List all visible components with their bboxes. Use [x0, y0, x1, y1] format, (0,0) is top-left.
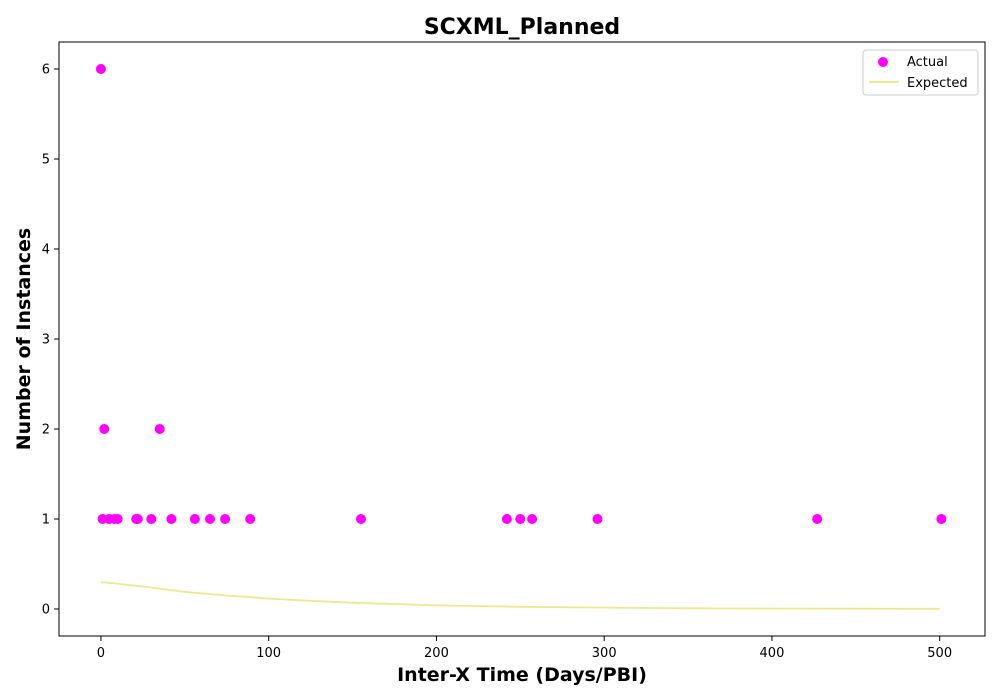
- actual-data-point: [205, 514, 215, 524]
- legend-actual-marker: [878, 57, 888, 67]
- expected-series-line: [100, 581, 940, 610]
- x-tick-label: 300: [592, 646, 617, 661]
- actual-data-point: [189, 514, 200, 524]
- actual-data-point: [146, 514, 157, 524]
- legend-actual-label: Actual: [907, 55, 948, 70]
- y-tick-label: 6: [42, 63, 50, 78]
- y-tick-label: 0: [42, 603, 50, 618]
- y-axis-label: Number of Instances: [13, 228, 35, 450]
- actual-data-point: [132, 514, 143, 524]
- actual-data-point: [592, 514, 603, 524]
- legend: Actual Expected: [862, 49, 979, 96]
- plot-area: 0 100 200 300 400 500 0 1 2 3 4 5 6: [42, 41, 986, 661]
- y-tick-label: 3: [42, 333, 50, 348]
- actual-data-point: [154, 424, 165, 434]
- x-tick-label: 0: [97, 646, 105, 661]
- actual-data-point: [515, 514, 526, 524]
- actual-data-point: [812, 514, 823, 524]
- y-tick-label: 5: [42, 153, 50, 168]
- actual-data-point: [936, 514, 947, 524]
- actual-data-point: [501, 514, 512, 524]
- y-tick-label: 4: [42, 243, 50, 258]
- x-tick-label: 200: [424, 646, 449, 661]
- legend-expected-label: Expected: [907, 76, 968, 91]
- chart-title: SCXML_Planned: [424, 15, 620, 40]
- actual-data-point: [95, 64, 106, 74]
- y-tick-label: 1: [42, 513, 50, 528]
- actual-data-point: [527, 514, 538, 524]
- actual-data-point: [112, 514, 123, 524]
- actual-data-point: [220, 514, 231, 524]
- x-tick-label: 400: [760, 646, 785, 661]
- plot-frame: [58, 41, 986, 637]
- x-axis-label: Inter-X Time (Days/PBI): [397, 664, 647, 686]
- actual-data-point: [356, 514, 366, 524]
- y-tick-label: 2: [42, 423, 50, 438]
- actual-data-point: [245, 514, 256, 524]
- legend-frame: [862, 49, 979, 96]
- actual-data-point: [166, 514, 177, 524]
- actual-data-point: [99, 424, 110, 434]
- x-tick-label: 100: [256, 646, 281, 661]
- x-tick-label: 500: [927, 646, 952, 661]
